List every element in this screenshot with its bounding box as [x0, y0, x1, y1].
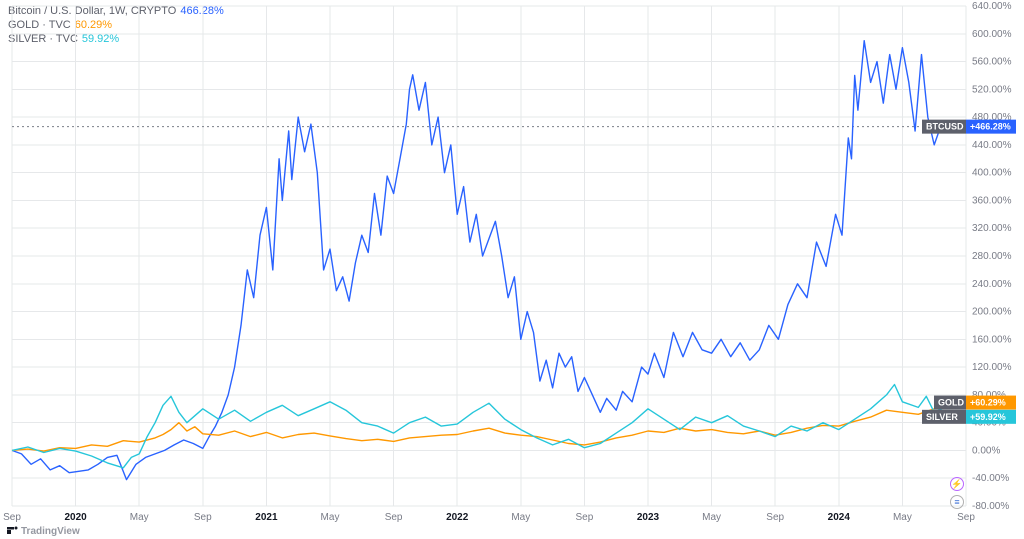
svg-text:SILVER: SILVER: [926, 412, 958, 422]
y-axis-label: 520.00%: [972, 84, 1012, 95]
x-axis-year-label: 2022: [446, 512, 469, 523]
svg-text:BTCUSD: BTCUSD: [926, 122, 964, 132]
x-axis-month-label: May: [511, 512, 530, 523]
y-axis-label: 360.00%: [972, 195, 1012, 206]
y-axis-label: 320.00%: [972, 223, 1012, 234]
y-axis-label: 640.00%: [972, 1, 1012, 12]
svg-text:+59.92%: +59.92%: [970, 412, 1006, 422]
x-axis-month-label: Sep: [576, 512, 594, 523]
x-axis-year-label: 2020: [64, 512, 87, 523]
flag-icon[interactable]: ≡: [950, 495, 964, 509]
price-tag-gold: GOLD +60.29%: [934, 396, 1016, 410]
x-axis-month-label: Sep: [3, 512, 21, 523]
y-axis-label: 400.00%: [972, 168, 1012, 179]
series-btc[interactable]: [12, 41, 941, 480]
price-chart[interactable]: -80.00%-40.00%0.00%40.00%80.00%120.00%16…: [0, 0, 1024, 539]
x-axis-year-label: 2021: [255, 512, 278, 523]
brand-label: TradingView: [21, 526, 80, 537]
x-axis-month-label: Sep: [194, 512, 212, 523]
y-axis-label: 160.00%: [972, 334, 1012, 345]
y-axis-label: -80.00%: [972, 501, 1009, 512]
y-axis-label: 280.00%: [972, 251, 1012, 262]
x-axis-month-label: May: [130, 512, 149, 523]
chart-container: Bitcoin / U.S. Dollar, 1W, CRYPTO466.28%…: [0, 0, 1024, 539]
y-axis-label: 560.00%: [972, 57, 1012, 68]
svg-text:+60.29%: +60.29%: [970, 398, 1006, 408]
x-axis-month-label: Sep: [766, 512, 784, 523]
y-axis-label: 0.00%: [972, 445, 1000, 456]
x-axis-month-label: Sep: [385, 512, 403, 523]
tradingview-attribution: TradingView: [6, 525, 80, 537]
y-axis-label: 600.00%: [972, 29, 1012, 40]
corner-icons: ⚡≡: [950, 477, 964, 509]
tradingview-logo-icon: [6, 525, 18, 537]
x-axis-year-label: 2023: [637, 512, 660, 523]
x-axis-month-label: May: [702, 512, 721, 523]
svg-text:+466.28%: +466.28%: [970, 122, 1011, 132]
svg-text:GOLD: GOLD: [938, 398, 964, 408]
x-axis-month-label: May: [893, 512, 912, 523]
y-axis-label: 440.00%: [972, 140, 1012, 151]
x-axis-month-label: Sep: [957, 512, 975, 523]
x-axis-month-label: May: [321, 512, 340, 523]
y-axis-label: 200.00%: [972, 307, 1012, 318]
y-axis-label: 120.00%: [972, 362, 1012, 373]
flash-icon[interactable]: ⚡: [950, 477, 964, 491]
grid: [12, 6, 966, 506]
y-axis-label: -40.00%: [972, 473, 1009, 484]
price-tag-btc: BTCUSD +466.28%: [922, 120, 1016, 134]
price-tag-silver: SILVER +59.92%: [922, 410, 1016, 424]
y-axis-label: 240.00%: [972, 279, 1012, 290]
x-axis-year-label: 2024: [828, 512, 851, 523]
